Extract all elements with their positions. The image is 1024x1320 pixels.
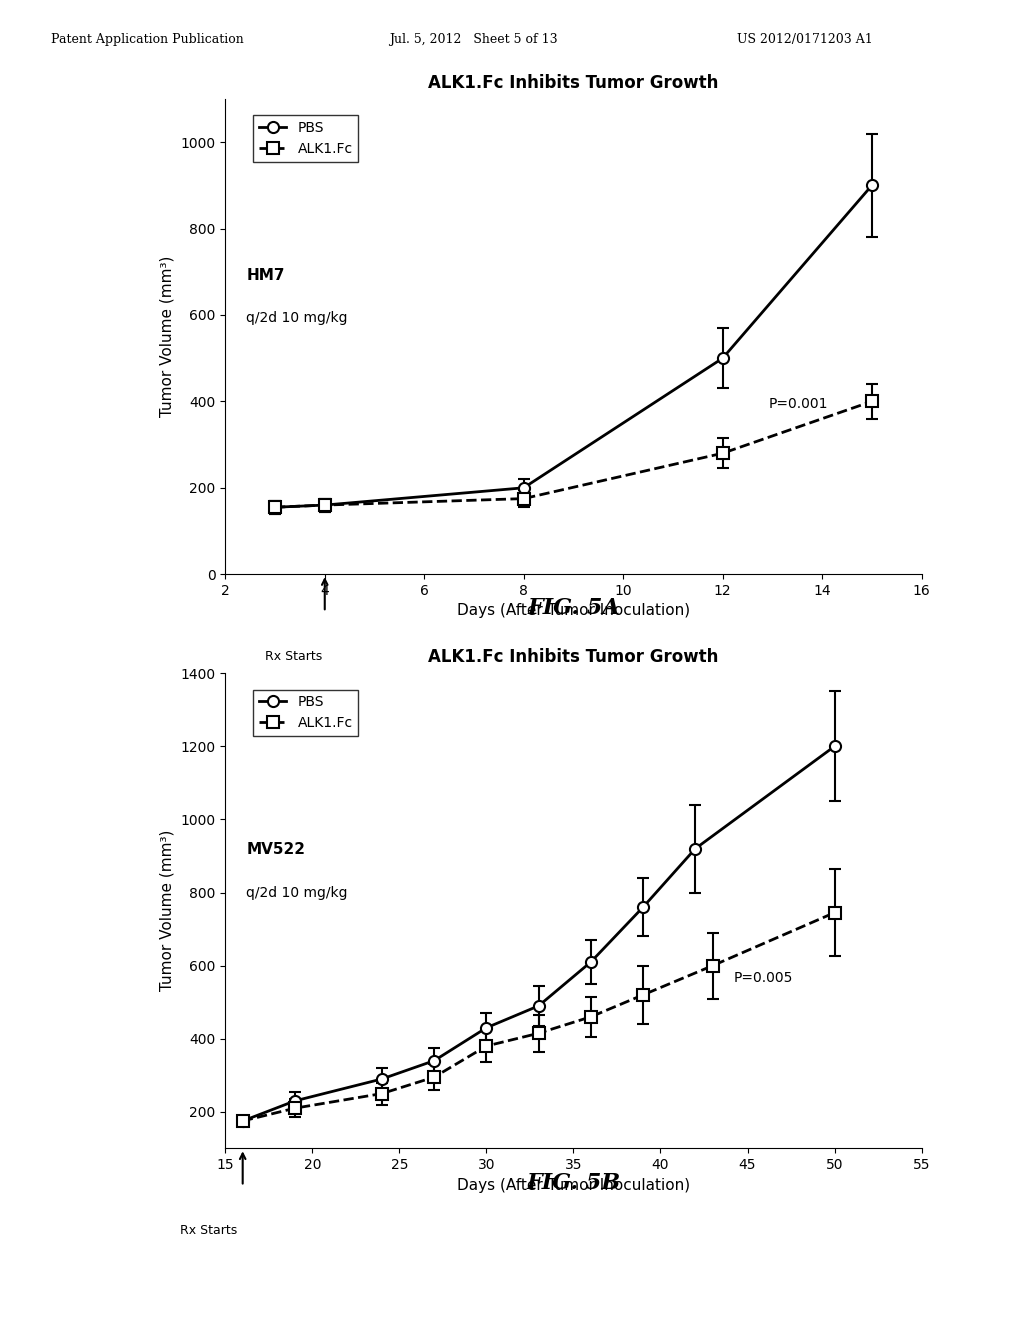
Text: MV522: MV522 [246, 842, 305, 857]
Legend: PBS, ALK1.Fc: PBS, ALK1.Fc [253, 115, 358, 161]
X-axis label: Days (After Tumor Inoculation): Days (After Tumor Inoculation) [457, 1177, 690, 1193]
Text: US 2012/0171203 A1: US 2012/0171203 A1 [737, 33, 873, 46]
Text: q/2d 10 mg/kg: q/2d 10 mg/kg [246, 312, 348, 325]
Text: Patent Application Publication: Patent Application Publication [51, 33, 244, 46]
Legend: PBS, ALK1.Fc: PBS, ALK1.Fc [253, 689, 358, 735]
Text: q/2d 10 mg/kg: q/2d 10 mg/kg [246, 886, 348, 899]
Text: Rx Starts: Rx Starts [180, 1225, 238, 1237]
X-axis label: Days (After Tumor Inoculation): Days (After Tumor Inoculation) [457, 603, 690, 619]
Text: P=0.005: P=0.005 [733, 972, 793, 985]
Y-axis label: Tumor Volume (mm³): Tumor Volume (mm³) [160, 830, 175, 991]
Text: FIG. 5A: FIG. 5A [527, 597, 620, 619]
Title: ALK1.Fc Inhibits Tumor Growth: ALK1.Fc Inhibits Tumor Growth [428, 74, 719, 92]
Text: Jul. 5, 2012   Sheet 5 of 13: Jul. 5, 2012 Sheet 5 of 13 [389, 33, 558, 46]
Y-axis label: Tumor Volume (mm³): Tumor Volume (mm³) [160, 256, 175, 417]
Text: HM7: HM7 [246, 268, 285, 282]
Text: FIG. 5B: FIG. 5B [526, 1172, 621, 1195]
Title: ALK1.Fc Inhibits Tumor Growth: ALK1.Fc Inhibits Tumor Growth [428, 648, 719, 667]
Text: Rx Starts: Rx Starts [265, 651, 323, 663]
Text: P=0.001: P=0.001 [768, 397, 828, 411]
